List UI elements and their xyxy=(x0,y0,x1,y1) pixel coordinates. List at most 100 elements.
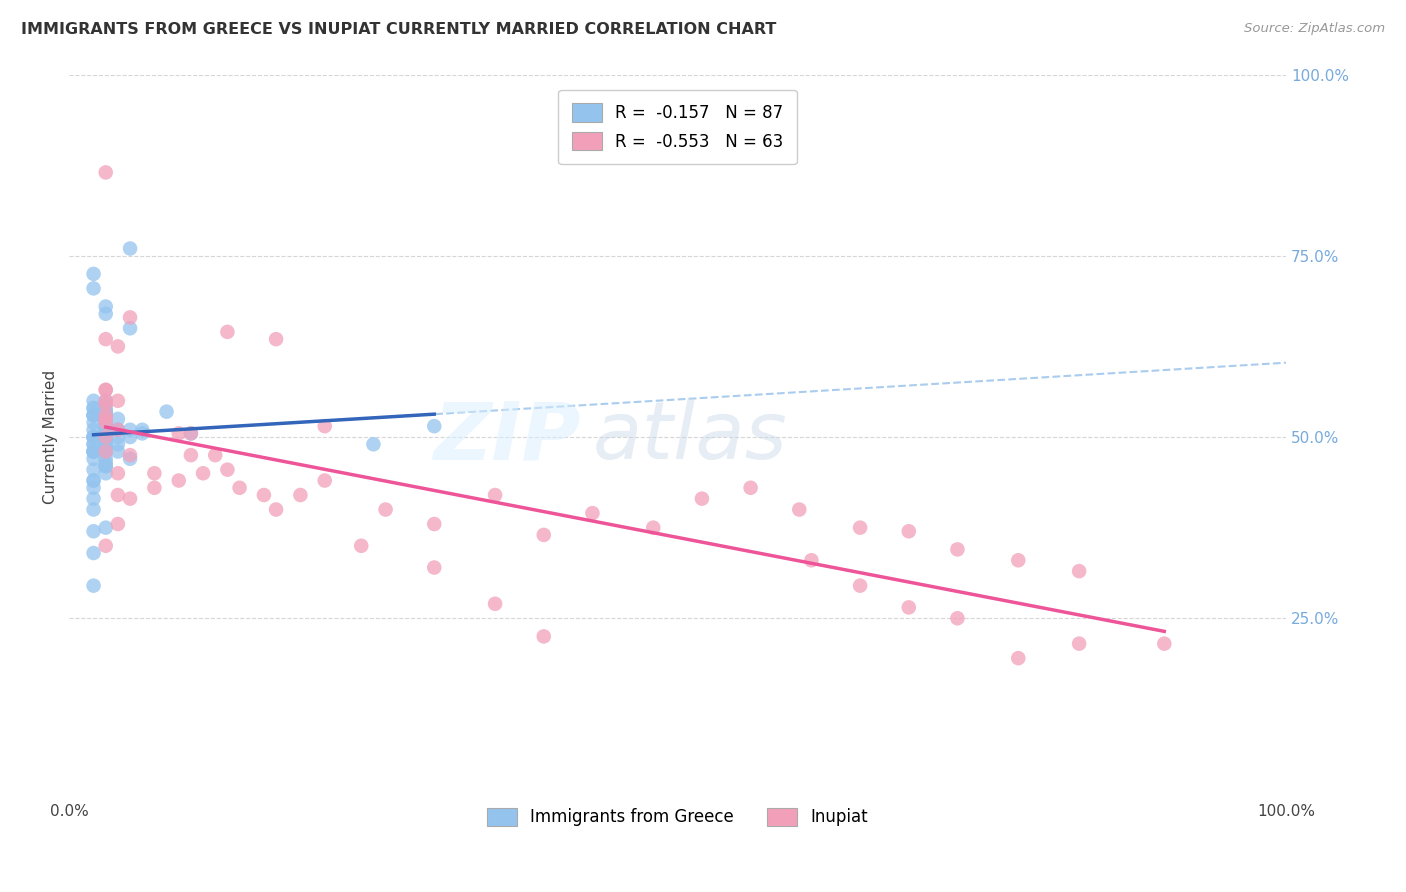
Point xyxy=(374,502,396,516)
Point xyxy=(83,393,105,408)
Text: ZIP: ZIP xyxy=(433,398,581,476)
Point xyxy=(83,401,105,415)
Point xyxy=(94,521,117,535)
Point xyxy=(94,444,117,458)
Point xyxy=(120,491,142,506)
Point xyxy=(83,502,105,516)
Point xyxy=(94,404,117,418)
Point xyxy=(107,437,129,451)
Point xyxy=(120,423,142,437)
Point xyxy=(107,488,129,502)
Point xyxy=(83,444,105,458)
Point xyxy=(107,423,129,437)
Point xyxy=(94,467,117,481)
Point xyxy=(94,458,117,473)
Point xyxy=(83,444,105,458)
Point xyxy=(94,423,117,437)
Point xyxy=(180,426,202,441)
Point xyxy=(83,430,105,444)
Point xyxy=(946,542,969,557)
Point xyxy=(363,437,385,451)
Point xyxy=(94,383,117,397)
Point xyxy=(897,600,920,615)
Point xyxy=(94,416,117,430)
Point xyxy=(131,426,153,441)
Point xyxy=(180,448,202,462)
Point xyxy=(228,481,250,495)
Point xyxy=(94,423,117,437)
Point xyxy=(83,416,105,430)
Point xyxy=(83,267,105,281)
Point xyxy=(533,629,555,643)
Point xyxy=(83,409,105,423)
Point xyxy=(690,491,713,506)
Point xyxy=(94,444,117,458)
Point xyxy=(83,423,105,437)
Point xyxy=(83,437,105,451)
Point xyxy=(120,321,142,335)
Point xyxy=(83,579,105,593)
Point xyxy=(83,451,105,466)
Point xyxy=(120,451,142,466)
Point xyxy=(94,409,117,423)
Point xyxy=(800,553,823,567)
Point xyxy=(423,516,446,531)
Point xyxy=(120,430,142,444)
Point xyxy=(83,444,105,458)
Legend: Immigrants from Greece, Inupiat: Immigrants from Greece, Inupiat xyxy=(478,799,876,835)
Point xyxy=(423,419,446,434)
Point xyxy=(94,437,117,451)
Point xyxy=(94,307,117,321)
Point xyxy=(94,409,117,423)
Point xyxy=(83,281,105,295)
Point xyxy=(204,448,226,462)
Text: Source: ZipAtlas.com: Source: ZipAtlas.com xyxy=(1244,22,1385,36)
Point xyxy=(94,332,117,346)
Point xyxy=(83,546,105,560)
Point xyxy=(217,463,239,477)
Point xyxy=(849,579,872,593)
Point xyxy=(94,393,117,408)
Point xyxy=(946,611,969,625)
Point xyxy=(849,521,872,535)
Point xyxy=(107,339,129,353)
Point xyxy=(83,409,105,423)
Point xyxy=(94,404,117,418)
Point xyxy=(350,539,373,553)
Point xyxy=(143,467,166,481)
Text: atlas: atlas xyxy=(592,398,787,476)
Point xyxy=(94,430,117,444)
Point xyxy=(94,300,117,314)
Point xyxy=(581,506,603,520)
Point xyxy=(94,539,117,553)
Point xyxy=(290,488,312,502)
Point xyxy=(83,430,105,444)
Point xyxy=(94,458,117,473)
Point xyxy=(897,524,920,539)
Point xyxy=(94,416,117,430)
Point xyxy=(83,481,105,495)
Point xyxy=(107,423,129,437)
Point xyxy=(94,451,117,466)
Point xyxy=(191,467,214,481)
Point xyxy=(107,430,129,444)
Point xyxy=(94,430,117,444)
Point xyxy=(643,521,665,535)
Point xyxy=(264,502,287,516)
Point xyxy=(107,393,129,408)
Point xyxy=(83,491,105,506)
Point xyxy=(94,412,117,426)
Point xyxy=(94,419,117,434)
Point xyxy=(314,419,336,434)
Point xyxy=(120,310,142,325)
Point xyxy=(787,502,810,516)
Point xyxy=(94,409,117,423)
Point xyxy=(83,474,105,488)
Point xyxy=(533,528,555,542)
Point xyxy=(1153,637,1175,651)
Point xyxy=(94,430,117,444)
Point xyxy=(94,423,117,437)
Point xyxy=(94,416,117,430)
Point xyxy=(253,488,276,502)
Point xyxy=(217,325,239,339)
